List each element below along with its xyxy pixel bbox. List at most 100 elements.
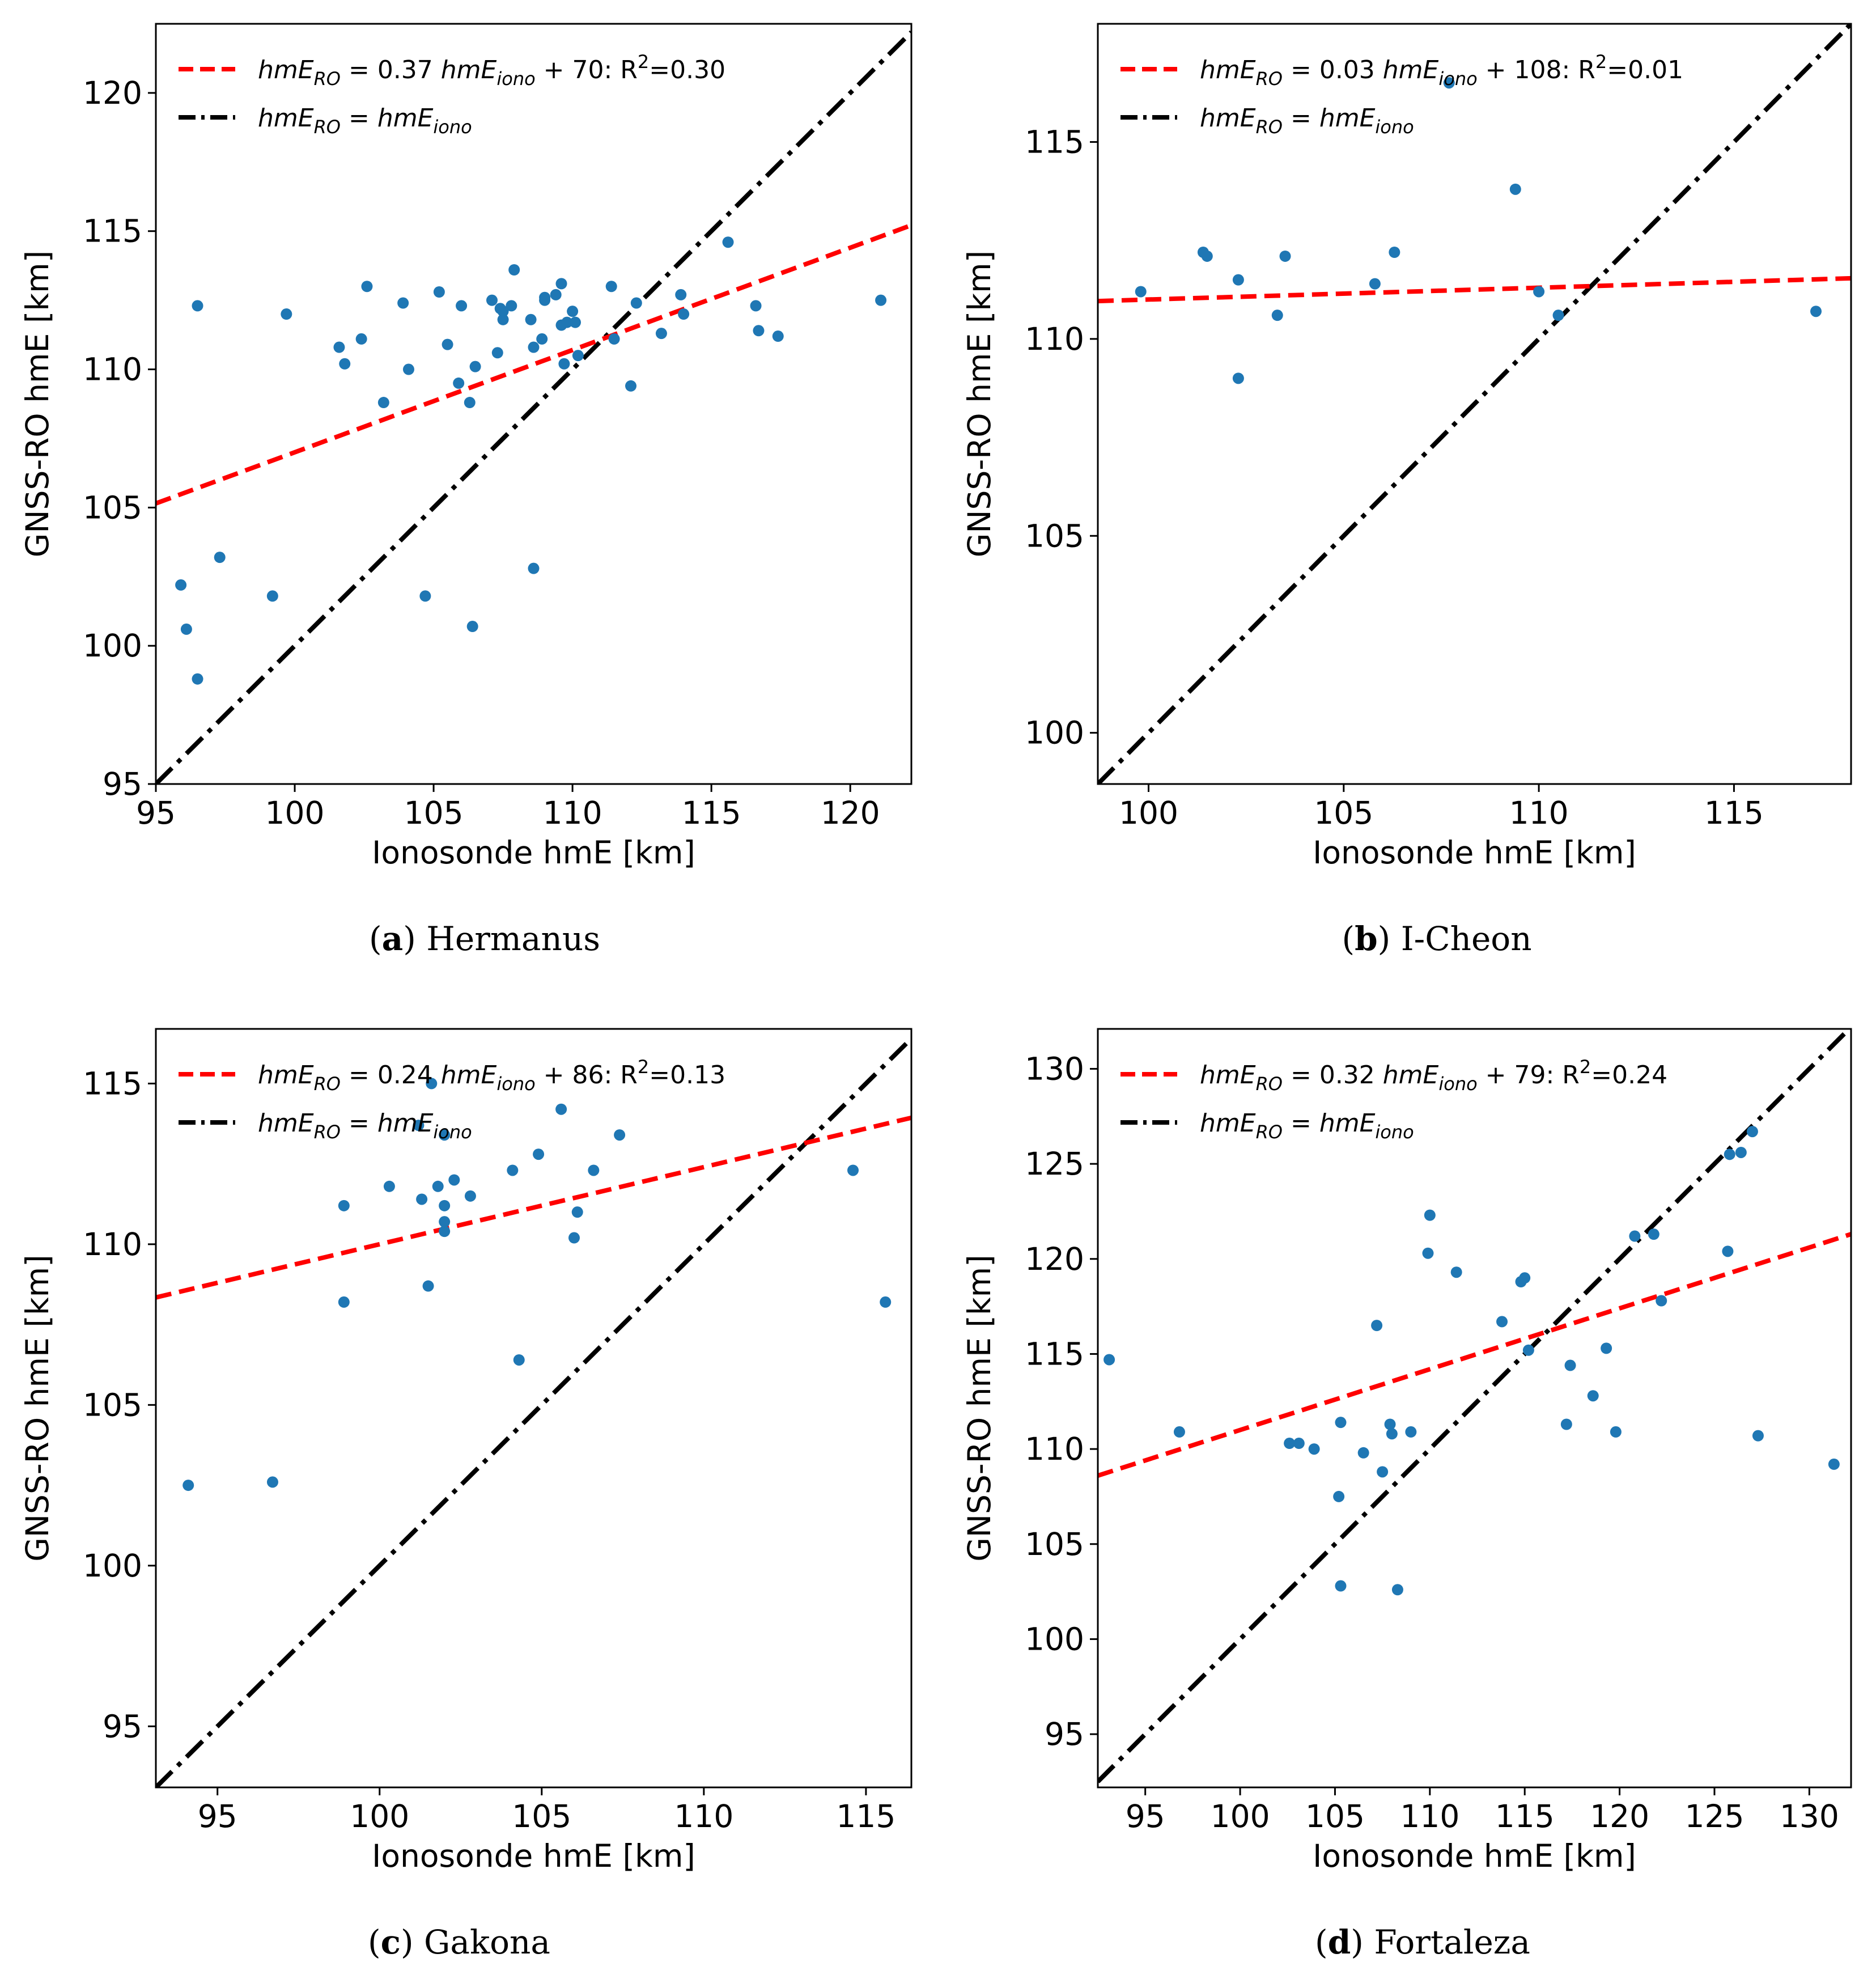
legend-identity-label: hmERO = hmEiono (1200, 104, 1414, 138)
panel-caption: (b) I-Cheon (1342, 919, 1531, 958)
data-point (1552, 310, 1564, 321)
identity-line (1098, 1029, 1851, 1783)
data-point (192, 300, 203, 312)
data-point (605, 281, 617, 293)
y-tick-label: 110 (83, 351, 142, 388)
x-tick-label: 110 (1400, 1798, 1459, 1834)
data-point (525, 313, 537, 325)
legend-fit-label: hmERO = 0.03 hmEiono + 108: R2=0.01 (1200, 51, 1683, 90)
data-point (456, 300, 468, 312)
y-tick-label: 105 (83, 489, 142, 526)
plot-area (156, 30, 911, 784)
data-point (448, 1174, 460, 1186)
y-tick-label: 105 (83, 1387, 142, 1423)
data-point (753, 325, 765, 337)
y-axis-label: GNSS-RO hmE [km] (961, 251, 998, 557)
data-point (528, 562, 540, 574)
y-axis-label: GNSS-RO hmE [km] (961, 1255, 998, 1561)
regression-line (156, 223, 911, 506)
legend-identity-label: hmERO = hmEiono (258, 1109, 472, 1143)
data-point (1656, 1295, 1667, 1307)
data-point (1389, 246, 1400, 258)
data-point (491, 347, 503, 359)
x-tick-label: 100 (1211, 1798, 1270, 1834)
data-point (1371, 1320, 1383, 1332)
x-tick-label: 120 (1590, 1798, 1649, 1834)
data-point (722, 236, 734, 248)
data-point (333, 341, 345, 353)
data-point (588, 1164, 600, 1176)
x-tick-label: 110 (543, 795, 602, 831)
data-point (416, 1193, 428, 1205)
data-point (419, 590, 431, 602)
x-tick-label: 115 (836, 1798, 895, 1834)
data-point (1828, 1458, 1840, 1470)
data-point (533, 1149, 545, 1160)
data-point (614, 1129, 626, 1141)
axes-frame (1097, 1028, 1852, 1789)
data-point (1496, 1316, 1508, 1328)
data-point (1357, 1447, 1369, 1459)
data-point (281, 308, 292, 320)
data-point (1564, 1359, 1576, 1371)
data-point (1173, 1426, 1185, 1438)
data-point (1810, 306, 1822, 317)
data-point (567, 306, 579, 317)
x-tick-label: 95 (198, 1798, 237, 1834)
panel-caption: (c) Gakona (368, 1923, 550, 1961)
y-tick-label: 110 (83, 1226, 142, 1262)
data-point (1752, 1430, 1764, 1442)
x-tick-label: 105 (404, 795, 464, 831)
data-point (1443, 77, 1455, 89)
x-axis-label: Ionosonde hmE [km] (1313, 1838, 1636, 1874)
data-point (550, 289, 562, 300)
x-tick-label: 95 (136, 795, 176, 831)
data-point (469, 361, 481, 372)
data-point (338, 1296, 350, 1308)
y-tick-label: 95 (1045, 1716, 1084, 1752)
x-tick-label: 125 (1684, 1798, 1744, 1834)
data-point (1522, 1344, 1534, 1356)
data-point (439, 1226, 451, 1238)
legend-fit-label: hmERO = 0.24 hmEiono + 86: R2=0.13 (258, 1056, 725, 1095)
data-point (655, 328, 667, 340)
panel-d: 95 100 105 110 115 120 125 130 95 100 105 110 115 120… (961, 1028, 1852, 1961)
data-point (1103, 1354, 1115, 1366)
data-point (464, 1190, 476, 1202)
data-point (266, 590, 278, 602)
data-point (772, 330, 784, 342)
y-tick-label: 125 (1025, 1146, 1084, 1182)
y-tick-label: 95 (103, 1708, 142, 1744)
data-point (1724, 1149, 1735, 1160)
legend-fit-label: hmERO = 0.32 hmEiono + 79: R2=0.24 (1200, 1056, 1667, 1095)
plot-area (156, 1037, 911, 1787)
data-point (497, 313, 509, 325)
data-point (1519, 1272, 1531, 1284)
y-tick-label: 100 (1025, 715, 1084, 751)
x-tick-label: 115 (1495, 1798, 1555, 1834)
identity-line (156, 30, 911, 784)
y-tick-label: 130 (1025, 1050, 1084, 1087)
plot-area (1098, 1029, 1851, 1783)
data-point (432, 1180, 444, 1192)
data-point (1722, 1245, 1734, 1257)
data-point (426, 1078, 438, 1090)
data-point (750, 300, 762, 312)
data-point (1335, 1417, 1347, 1429)
x-tick-label: 115 (682, 795, 741, 831)
data-point (433, 286, 445, 298)
data-point (558, 358, 570, 370)
data-point (1746, 1126, 1758, 1138)
data-point (1422, 1247, 1434, 1259)
axes-frame (1097, 23, 1852, 785)
data-point (1386, 1428, 1398, 1440)
y-tick-label: 110 (1025, 1431, 1084, 1467)
data-point (377, 397, 389, 409)
data-point (1333, 1490, 1345, 1502)
data-point (466, 621, 478, 633)
data-point (571, 1206, 583, 1218)
data-point (1424, 1209, 1436, 1221)
data-point (1735, 1146, 1747, 1158)
